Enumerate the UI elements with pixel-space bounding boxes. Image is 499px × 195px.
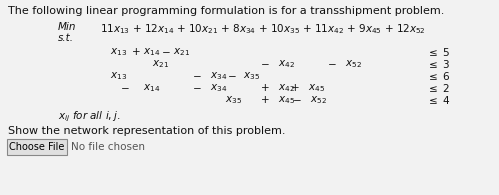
Text: $-$: $-$	[192, 82, 202, 92]
Text: $11x_{13}$ $+$ $12x_{14}$ $+$ $10x_{21}$ $+$ $8x_{34}$ $+$ $10x_{35}$ $+$ $11x_{: $11x_{13}$ $+$ $12x_{14}$ $+$ $10x_{21}$…	[100, 22, 426, 36]
Text: $\leq$ 3: $\leq$ 3	[426, 58, 450, 70]
Text: $x_{13}$: $x_{13}$	[110, 70, 127, 82]
Text: $\leq$ 6: $\leq$ 6	[426, 70, 450, 82]
Text: $\leq$ 4: $\leq$ 4	[426, 94, 450, 106]
Text: $x_{35}$: $x_{35}$	[225, 94, 242, 106]
Text: $x_{21}$: $x_{21}$	[152, 58, 169, 70]
Text: s.t.: s.t.	[58, 33, 74, 43]
Text: $x_{42}$: $x_{42}$	[278, 82, 295, 94]
FancyBboxPatch shape	[7, 139, 67, 155]
Text: $\leq$ 2: $\leq$ 2	[427, 82, 450, 94]
Text: $-$: $-$	[120, 82, 130, 92]
Text: No file chosen: No file chosen	[71, 142, 145, 152]
Text: The following linear programming formulation is for a transshipment problem.: The following linear programming formula…	[8, 6, 445, 16]
Text: $-$: $-$	[192, 70, 202, 80]
Text: $-$: $-$	[260, 58, 269, 68]
Text: Min: Min	[58, 22, 76, 32]
Text: $x_{52}$: $x_{52}$	[310, 94, 327, 106]
Text: $x_{ij}$ for all $i, j.$: $x_{ij}$ for all $i, j.$	[58, 110, 120, 124]
Text: $x_{13}$: $x_{13}$	[110, 46, 127, 58]
Text: $+$: $+$	[260, 94, 269, 105]
Text: $+$: $+$	[131, 46, 141, 57]
Text: $-$: $-$	[327, 58, 337, 68]
Text: $x_{42}$: $x_{42}$	[278, 58, 295, 70]
Text: $-$: $-$	[292, 94, 301, 104]
Text: $x_{45}$: $x_{45}$	[308, 82, 325, 94]
Text: $\leq$ 5: $\leq$ 5	[426, 46, 450, 58]
Text: $x_{52}$: $x_{52}$	[345, 58, 362, 70]
Text: $x_{14}$: $x_{14}$	[143, 82, 160, 94]
Text: $x_{45}$: $x_{45}$	[278, 94, 295, 106]
Text: $x_{21}$: $x_{21}$	[173, 46, 190, 58]
Text: Choose File: Choose File	[9, 142, 65, 152]
Text: $x_{35}$: $x_{35}$	[243, 70, 260, 82]
Text: $x_{34}$: $x_{34}$	[210, 82, 227, 94]
Text: $-$: $-$	[227, 70, 237, 80]
Text: $+$: $+$	[260, 82, 269, 93]
Text: $-$: $-$	[161, 46, 171, 56]
Text: $+$: $+$	[290, 82, 299, 93]
Text: $x_{34}$: $x_{34}$	[210, 70, 227, 82]
Text: $x_{14}$: $x_{14}$	[143, 46, 160, 58]
Text: Show the network representation of this problem.: Show the network representation of this …	[8, 126, 285, 136]
